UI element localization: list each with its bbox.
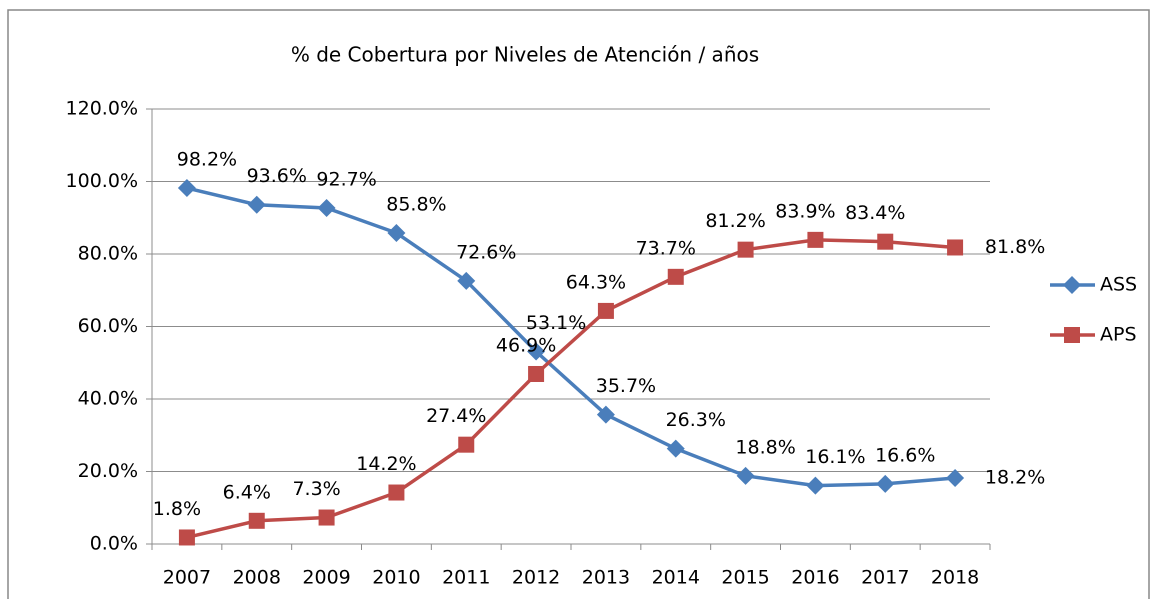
data-point (458, 436, 475, 453)
data-point (457, 271, 476, 290)
y-tick-label: 20.0% (78, 460, 138, 482)
y-tick-label: 100.0% (66, 170, 138, 192)
x-tick-label: 2008 (233, 567, 281, 589)
data-point (597, 302, 614, 319)
data-label: 18.8% (735, 436, 795, 458)
data-point (947, 239, 964, 256)
data-point (177, 179, 196, 198)
data-label: 73.7% (636, 237, 696, 259)
legend-label: APS (1100, 324, 1137, 346)
data-label: 81.8% (985, 236, 1045, 258)
x-tick-label: 2010 (372, 567, 420, 589)
x-tick-label: 2011 (442, 567, 490, 589)
chart-title: % de Cobertura por Niveles de Atención /… (291, 43, 759, 67)
data-label: 85.8% (386, 193, 446, 215)
data-label: 92.7% (316, 168, 376, 190)
data-point (317, 198, 336, 217)
data-point (527, 342, 546, 361)
data-label: 26.3% (666, 409, 726, 431)
data-label: 53.1% (526, 312, 586, 334)
data-point (387, 223, 406, 242)
data-label: 16.6% (875, 444, 935, 466)
series-line (186, 186, 956, 488)
data-point (247, 195, 266, 214)
data-label: 81.2% (705, 210, 765, 232)
data-label: 6.4% (223, 481, 271, 503)
data-label: 98.2% (177, 149, 237, 171)
x-tick-label: 2014 (652, 567, 700, 589)
data-point (388, 484, 405, 501)
data-label: 7.3% (292, 478, 340, 500)
data-label: 46.9% (496, 334, 556, 356)
data-label: 83.4% (845, 202, 905, 224)
data-point (666, 439, 685, 458)
data-point (876, 474, 895, 493)
x-tick-label: 2007 (163, 567, 211, 589)
data-point (806, 476, 825, 495)
data-label: 27.4% (426, 405, 486, 427)
data-point (946, 469, 965, 488)
data-label: 16.1% (805, 446, 865, 468)
x-tick-label: 2016 (791, 567, 839, 589)
chart-frame (7, 9, 1150, 599)
data-label: 14.2% (356, 453, 416, 475)
data-point (807, 231, 824, 248)
x-tick-label: 2012 (512, 567, 560, 589)
x-tick-label: 2009 (302, 567, 350, 589)
data-label: 64.3% (566, 271, 626, 293)
data-point (736, 466, 755, 485)
y-tick-label: 120.0% (66, 98, 138, 120)
data-point (178, 529, 195, 546)
data-label: 93.6% (247, 165, 307, 187)
data-label: 1.8% (153, 498, 201, 520)
data-point (596, 405, 615, 424)
series-line (186, 238, 956, 540)
legend-label: ASS (1100, 274, 1137, 296)
legend-marker (1064, 327, 1080, 343)
data-label: 18.2% (985, 467, 1045, 489)
data-point (318, 509, 335, 526)
data-point (528, 365, 545, 382)
data-point (667, 268, 684, 285)
x-tick-label: 2015 (721, 567, 769, 589)
data-point (737, 241, 754, 258)
y-tick-label: 80.0% (78, 243, 138, 265)
data-label: 35.7% (596, 375, 656, 397)
data-point (248, 512, 265, 529)
x-tick-label: 2013 (582, 567, 630, 589)
x-tick-label: 2018 (931, 567, 979, 589)
x-tick-label: 2017 (861, 567, 909, 589)
data-point (877, 233, 894, 250)
data-label: 83.9% (775, 200, 835, 222)
y-tick-label: 40.0% (78, 388, 138, 410)
data-label: 72.6% (456, 241, 516, 263)
legend-marker (1063, 276, 1081, 294)
y-tick-label: 0.0% (90, 533, 138, 555)
y-tick-label: 60.0% (78, 315, 138, 337)
